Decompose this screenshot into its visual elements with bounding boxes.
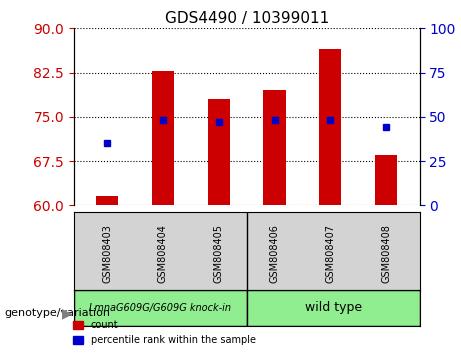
Bar: [263, 90, 286, 205]
Text: LmnaG609G/G609G knock-in: LmnaG609G/G609G knock-in: [89, 303, 231, 313]
Text: GSM808407: GSM808407: [325, 224, 335, 283]
Bar: [319, 49, 342, 205]
Text: GSM808404: GSM808404: [158, 224, 168, 283]
Title: GDS4490 / 10399011: GDS4490 / 10399011: [165, 11, 329, 26]
Text: GSM808403: GSM808403: [102, 224, 112, 283]
Bar: [152, 72, 174, 205]
Text: genotype/variation: genotype/variation: [5, 308, 111, 318]
FancyBboxPatch shape: [247, 290, 420, 326]
Text: ▶: ▶: [62, 306, 73, 320]
Bar: [375, 155, 397, 205]
Bar: [96, 196, 118, 205]
Bar: [207, 99, 230, 205]
FancyBboxPatch shape: [74, 290, 247, 326]
Legend: count, percentile rank within the sample: count, percentile rank within the sample: [70, 316, 260, 349]
Text: wild type: wild type: [305, 302, 361, 314]
Text: GSM808408: GSM808408: [381, 224, 391, 283]
Text: GSM808405: GSM808405: [214, 224, 224, 283]
Text: GSM808406: GSM808406: [270, 224, 279, 283]
